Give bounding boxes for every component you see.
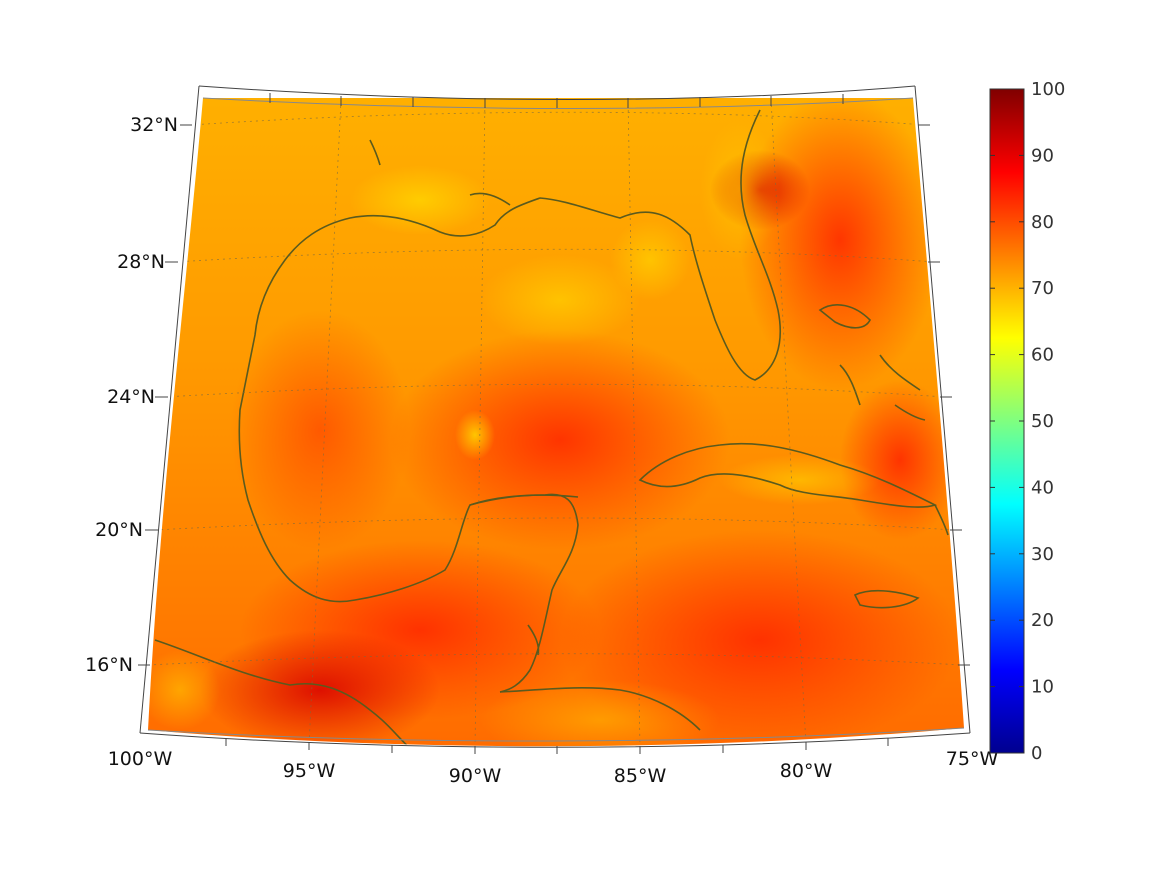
lat-label-32n: 32°N <box>130 114 178 136</box>
lat-label-16n: 16°N <box>85 654 133 676</box>
lat-label-20n: 20°N <box>95 519 143 541</box>
lon-label-90w: 90°W <box>449 765 502 787</box>
colorbar-tick-label: 80 <box>1031 212 1054 233</box>
lon-label-100w: 100°W <box>108 748 173 770</box>
lon-label-80w: 80°W <box>780 760 833 782</box>
colorbar-tick-label: 50 <box>1031 411 1054 432</box>
map-field <box>148 98 964 747</box>
colorbar-tick-label: 40 <box>1031 477 1054 498</box>
graticule <box>148 98 963 747</box>
lon-label-95w: 95°W <box>283 760 336 782</box>
colorbar-tick-label: 100 <box>1031 79 1065 100</box>
colorbar-tick-label: 30 <box>1031 544 1054 565</box>
lat-label-24n: 24°N <box>107 386 155 408</box>
colorbar-gradient <box>989 88 1025 754</box>
coastline <box>154 109 949 747</box>
longitude-labels: 100°W 95°W 90°W 85°W 80°W 75°W <box>108 748 999 787</box>
lon-label-85w: 85°W <box>614 765 667 787</box>
colorbar-tick-label: 20 <box>1031 610 1054 631</box>
colorbar-ticks: 0 10 20 30 40 50 60 70 80 90 100 <box>990 79 1065 764</box>
lon-label-75w: 75°W <box>946 748 999 770</box>
latitude-labels: 32°N 28°N 24°N 20°N 16°N <box>85 114 178 676</box>
frame-ticks <box>138 93 970 754</box>
map-frame <box>139 85 971 748</box>
lat-label-28n: 28°N <box>117 251 165 273</box>
colorbar: 0 10 20 30 40 50 60 70 80 90 100 <box>989 79 1065 764</box>
colorbar-tick-label: 0 <box>1031 743 1042 764</box>
colorbar-tick-label: 10 <box>1031 677 1054 698</box>
colorbar-tick-label: 60 <box>1031 345 1054 366</box>
colorbar-tick-label: 70 <box>1031 278 1054 299</box>
colorbar-tick-label: 90 <box>1031 145 1054 166</box>
